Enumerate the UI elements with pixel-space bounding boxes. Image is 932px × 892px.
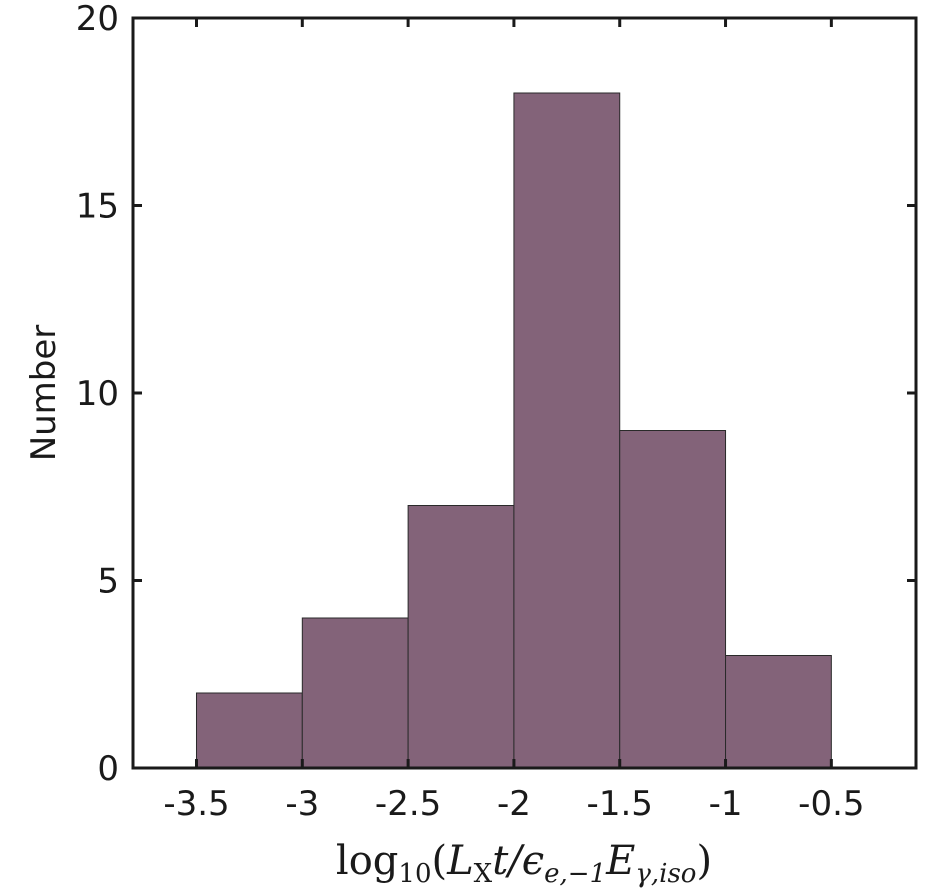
x-axis-label-L: L [446, 838, 474, 884]
x-axis-label-func-sub: 10 [398, 859, 431, 889]
y-tick-label: 20 [76, 0, 119, 39]
histogram-bar [407, 505, 515, 769]
y-tick-label: 15 [76, 187, 119, 227]
x-tick-label: -3.5 [163, 784, 229, 824]
x-tick-label: -2 [497, 784, 531, 824]
x-axis-label-func: log [336, 838, 398, 884]
histogram-bar [619, 430, 727, 769]
x-tick-labels: -3.5 -3 -2.5 -2 -1.5 -1 -0.5 [163, 784, 864, 824]
x-tick-label: -3 [285, 784, 319, 824]
bars-group [195, 92, 832, 769]
y-axis-label: Number [24, 325, 64, 462]
x-tick-label: -0.5 [798, 784, 864, 824]
x-axis-label-eps: ϵ [522, 838, 544, 884]
histogram-bar [301, 617, 409, 769]
x-axis-label-E-sub: γ,iso [635, 859, 696, 889]
histogram-bar [513, 92, 621, 769]
x-axis-label-E: E [605, 838, 635, 884]
x-tick-label: -1.5 [587, 784, 653, 824]
x-axis-label-t: t/ [492, 838, 525, 884]
x-tick-label: -2.5 [375, 784, 441, 824]
x-axis-label-close: ) [696, 838, 712, 884]
histogram-bar [195, 692, 303, 769]
y-tick-labels: 0 5 10 15 20 [76, 0, 119, 789]
y-tick-label: 10 [76, 374, 119, 414]
x-axis-label-eps-sub: e,−1 [544, 859, 606, 889]
y-tick-label: 0 [97, 749, 119, 789]
y-tick-label: 5 [97, 562, 119, 602]
histogram-bar [725, 655, 832, 769]
x-axis-label-open: ( [432, 838, 448, 884]
plot-frame [131, 16, 918, 770]
x-axis-label: log10(LXt/ϵe,−1Eγ,iso) [336, 838, 712, 889]
x-axis-label-L-sub: X [474, 859, 493, 889]
x-tick-label: -1 [709, 784, 743, 824]
